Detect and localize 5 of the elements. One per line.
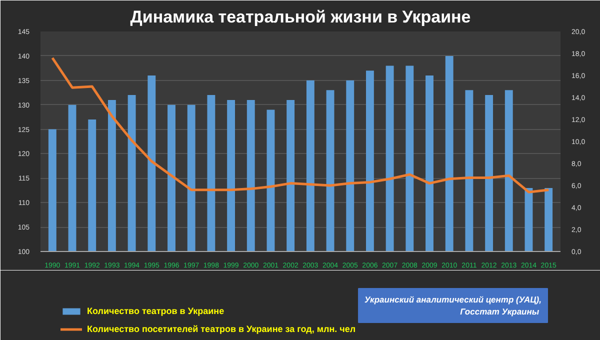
legend-label: Количество посетителей театров в Украине за год, млн. чел — [87, 324, 356, 334]
legend-label: Количество театров в Украине — [87, 306, 224, 316]
chart-title: Динамика театральной жизни в Украине — [130, 8, 471, 26]
line-series — [51, 56, 550, 194]
text: Украинский аналитический центр (УАЦ), Госстат Украины — [364, 294, 542, 316]
